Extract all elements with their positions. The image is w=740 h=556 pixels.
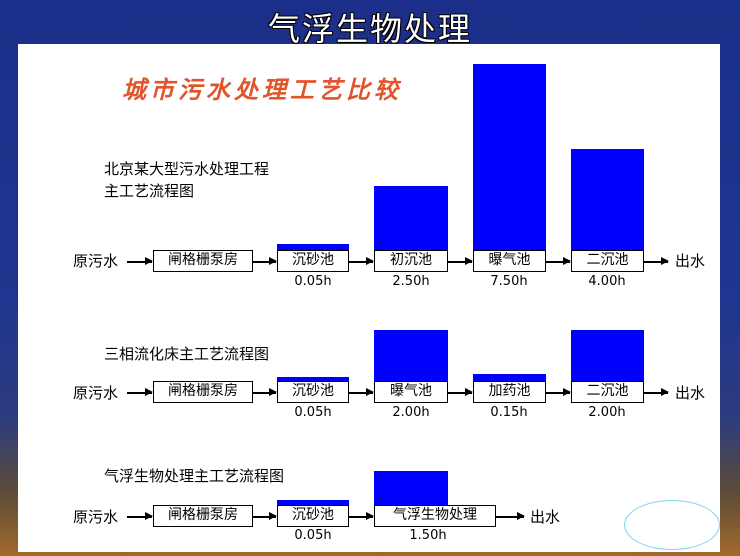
flow1-bar-secondary bbox=[571, 149, 644, 250]
flow2-stage-grit: 沉砂池 bbox=[277, 381, 349, 403]
flow1-bar-aeration bbox=[473, 64, 546, 250]
flow2-arrow-1 bbox=[253, 389, 277, 395]
flow2-stage-secondary: 二沉池 bbox=[571, 381, 644, 403]
flow2-time-dosing: 0.15h bbox=[490, 405, 528, 420]
flow3-stage-grit: 沉砂池 bbox=[277, 505, 349, 527]
flow2-bar-aeration bbox=[374, 330, 448, 381]
flow2-title: 三相流化床主工艺流程图 bbox=[104, 343, 269, 365]
flow3-arrow-0 bbox=[127, 513, 153, 519]
flow2-stage-aeration: 曝气池 bbox=[374, 381, 448, 403]
flow2-bar-grit bbox=[277, 377, 349, 381]
flow2-arrow-3 bbox=[448, 389, 473, 395]
flow3-stage-grille-pump: 闸格栅泵房 bbox=[153, 505, 253, 527]
flow1-title-line1: 北京某大型污水处理工程 bbox=[104, 160, 270, 178]
flow3-output-label: 出水 bbox=[530, 508, 561, 526]
flow1-bar-primary bbox=[374, 186, 448, 250]
flow2-time-grit: 0.05h bbox=[294, 405, 332, 420]
flow2-bar-secondary bbox=[571, 330, 644, 381]
flow2-arrow-2 bbox=[349, 389, 374, 395]
flow3-title: 气浮生物处理主工艺流程图 bbox=[104, 465, 284, 487]
flow1-time-secondary: 4.00h bbox=[588, 274, 626, 289]
flow1-time-primary: 2.50h bbox=[392, 274, 430, 289]
flow3-input-label: 原污水 bbox=[73, 508, 119, 526]
flow2-input-label: 原污水 bbox=[73, 384, 119, 402]
flow2-stage-dosing: 加药池 bbox=[473, 381, 546, 403]
flow2-bar-dosing bbox=[473, 374, 546, 381]
flow1-arrow-4 bbox=[546, 258, 571, 264]
flow1-stage-secondary: 二沉池 bbox=[571, 250, 644, 272]
flow1-stage-primary: 初沉池 bbox=[374, 250, 448, 272]
flow1-title: 北京某大型污水处理工程 主工艺流程图 bbox=[104, 158, 269, 202]
flow3-time-flotation: 1.50h bbox=[409, 528, 447, 543]
flow3-arrow-1 bbox=[253, 513, 277, 519]
slide-title: 气浮生物处理 bbox=[267, 10, 472, 48]
flow1-arrow-1 bbox=[253, 258, 277, 264]
decorative-oval bbox=[624, 500, 720, 550]
flow1-stage-grit: 沉砂池 bbox=[277, 250, 349, 272]
flow2-output-label: 出水 bbox=[675, 384, 706, 402]
flow3-title-line1: 气浮生物处理主工艺流程图 bbox=[104, 467, 285, 485]
flow3-arrow-3 bbox=[496, 513, 525, 519]
flow1-arrow-3 bbox=[448, 258, 473, 264]
flow1-input-label: 原污水 bbox=[73, 252, 119, 270]
flow1-arrow-2 bbox=[349, 258, 374, 264]
flow2-arrow-5 bbox=[644, 389, 669, 395]
flow3-bar-flotation bbox=[374, 471, 448, 505]
flow3-stage-flotation: 气浮生物处理 bbox=[374, 505, 496, 527]
flow2-time-secondary: 2.00h bbox=[588, 405, 626, 420]
flow3-bar-grit bbox=[277, 500, 349, 505]
flow1-arrow-0 bbox=[127, 258, 153, 264]
flow2-time-aeration: 2.00h bbox=[392, 405, 430, 420]
flow1-time-aeration: 7.50h bbox=[490, 274, 528, 289]
flow1-output-label: 出水 bbox=[675, 252, 706, 270]
flow3-time-grit: 0.05h bbox=[294, 528, 332, 543]
flow3-arrow-2 bbox=[349, 513, 374, 519]
flow1-time-grit: 0.05h bbox=[294, 274, 332, 289]
flow1-stage-grille-pump: 闸格栅泵房 bbox=[153, 250, 253, 272]
comparison-title: 城市污水处理工艺比较 bbox=[122, 75, 402, 104]
flow1-stage-aeration: 曝气池 bbox=[473, 250, 546, 272]
flow2-stage-grille-pump: 闸格栅泵房 bbox=[153, 381, 253, 403]
flow1-bar-grit bbox=[277, 244, 349, 250]
flow2-arrow-0 bbox=[127, 389, 153, 395]
flow2-arrow-4 bbox=[546, 389, 571, 395]
flow2-title-line1: 三相流化床主工艺流程图 bbox=[104, 345, 270, 363]
flow1-arrow-5 bbox=[644, 258, 669, 264]
content-panel bbox=[18, 44, 720, 552]
flow1-title-line2: 主工艺流程图 bbox=[104, 182, 195, 200]
